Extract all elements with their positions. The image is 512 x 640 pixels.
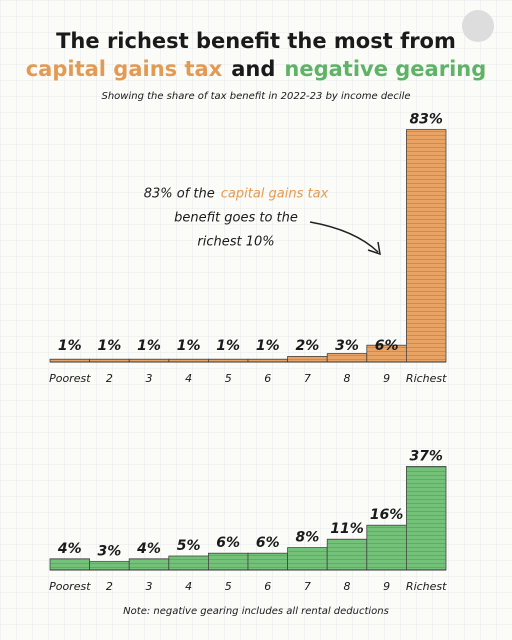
annotation-part2: capital gains tax [221, 187, 329, 202]
value-label: 6% [216, 535, 240, 551]
bar-texture [208, 553, 248, 570]
bar-texture [327, 353, 367, 362]
x-tick-label: 3 [146, 580, 153, 593]
x-tick-label: 7 [304, 580, 311, 593]
subtitle: Showing the share of tax benefit in 2022… [101, 91, 410, 102]
bar-texture [366, 345, 407, 362]
x-tick-label: 2 [106, 372, 113, 385]
value-label: 5% [177, 538, 201, 554]
bar-texture [248, 359, 288, 362]
bar-texture [89, 359, 130, 362]
x-tick-label: Poorest [49, 580, 91, 593]
bar-texture [168, 556, 209, 570]
x-tick-label: 5 [225, 372, 232, 385]
x-tick-label: 4 [185, 372, 192, 385]
bar-texture [89, 561, 130, 570]
title-line2: capital gains tax and negative gearing [26, 57, 487, 81]
title-part3: negative gearing [284, 57, 486, 81]
value-label: 16% [370, 507, 404, 523]
x-tick-label: 6 [264, 372, 271, 385]
annotation-line2: benefit goes to the [174, 211, 298, 226]
bar-texture [406, 466, 446, 570]
x-tick-label: 8 [344, 580, 351, 593]
x-tick-label: Richest [406, 580, 447, 593]
bar-texture [406, 129, 446, 362]
bar-texture [248, 553, 288, 570]
annotation-part1: 83% of the [144, 187, 215, 202]
x-tick-label: 4 [185, 580, 192, 593]
value-label: 8% [296, 530, 320, 546]
value-label: 1% [137, 338, 161, 354]
value-label: 3% [98, 544, 122, 560]
title-line1: The richest benefit the most from [56, 29, 456, 53]
arrow [309, 221, 381, 256]
value-label: 1% [98, 338, 122, 354]
annotation-line3: richest 10% [197, 235, 274, 250]
x-tick-label: 3 [146, 372, 153, 385]
bar-texture [50, 359, 90, 362]
value-label: 4% [136, 541, 161, 557]
value-label: 1% [58, 338, 82, 354]
value-label: 6% [256, 535, 280, 551]
x-tick-label: Poorest [49, 372, 91, 385]
value-label: 1% [216, 338, 240, 354]
bar-texture [327, 539, 367, 570]
bar-texture [287, 547, 328, 570]
x-tick-label: 6 [264, 580, 271, 593]
note: Note: negative gearing includes all rent… [123, 606, 389, 617]
bar-texture [287, 356, 328, 362]
x-tick-label: 7 [304, 372, 311, 385]
value-label: 6% [375, 338, 399, 354]
bar-texture [168, 359, 209, 362]
bar-texture [129, 359, 169, 362]
value-label: 3% [335, 338, 359, 354]
x-tick-label: Richest [406, 372, 447, 385]
logo [462, 10, 494, 42]
x-tick-label: 9 [383, 372, 390, 385]
value-label: 1% [256, 338, 280, 354]
bar-texture [366, 525, 407, 570]
value-label: 2% [296, 338, 320, 354]
bar-texture [50, 558, 90, 570]
x-tick-label: 9 [383, 580, 390, 593]
title-part1: capital gains tax [26, 57, 223, 81]
title-part2: and [231, 57, 275, 81]
value-label: 11% [330, 521, 364, 537]
value-label: 4% [57, 541, 82, 557]
annotation: 83% of the capital gains tax benefit goe… [144, 187, 329, 250]
bar-texture [208, 359, 248, 362]
value-label: 83% [409, 112, 443, 128]
value-label: 1% [177, 338, 201, 354]
value-label: 37% [409, 448, 443, 464]
x-tick-label: 2 [106, 580, 113, 593]
bar-texture [129, 558, 169, 570]
x-tick-label: 5 [225, 580, 232, 593]
x-tick-label: 8 [344, 372, 351, 385]
